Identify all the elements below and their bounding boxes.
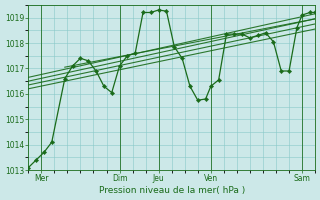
X-axis label: Pression niveau de la mer( hPa ): Pression niveau de la mer( hPa ) bbox=[99, 186, 245, 195]
